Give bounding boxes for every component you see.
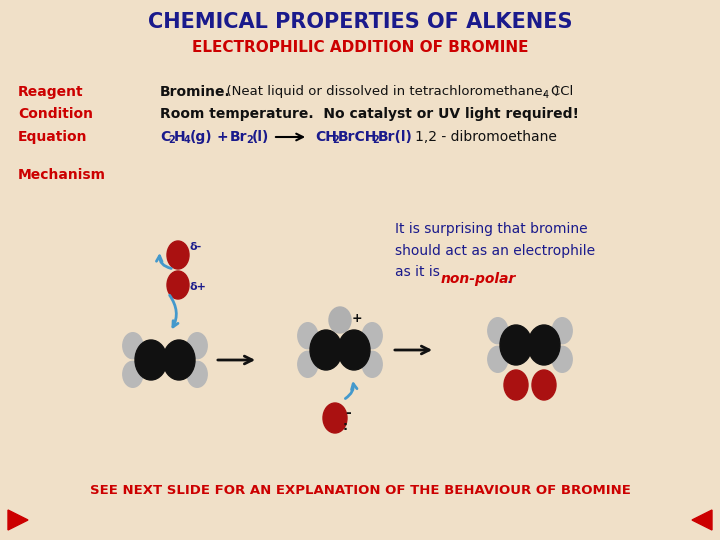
Ellipse shape <box>500 325 532 365</box>
Ellipse shape <box>329 307 351 333</box>
Text: Mechanism: Mechanism <box>18 168 106 182</box>
Text: :: : <box>343 420 348 433</box>
Ellipse shape <box>552 318 572 343</box>
Text: 2: 2 <box>332 135 338 145</box>
Polygon shape <box>8 510 28 530</box>
Ellipse shape <box>338 330 370 370</box>
Ellipse shape <box>167 271 189 299</box>
Ellipse shape <box>488 318 508 343</box>
Ellipse shape <box>310 330 342 370</box>
Ellipse shape <box>298 352 318 377</box>
Ellipse shape <box>135 340 167 380</box>
Ellipse shape <box>552 346 572 372</box>
Ellipse shape <box>528 325 560 365</box>
Text: C: C <box>160 130 170 144</box>
Text: 2: 2 <box>246 135 253 145</box>
Text: -: - <box>345 406 351 420</box>
Text: Condition: Condition <box>18 107 93 121</box>
Text: (Neat liquid or dissolved in tetrachloromethane, CCl: (Neat liquid or dissolved in tetrachloro… <box>218 85 573 98</box>
Text: 4: 4 <box>184 135 191 145</box>
Text: (l): (l) <box>252 130 269 144</box>
Text: CHEMICAL PROPERTIES OF ALKENES: CHEMICAL PROPERTIES OF ALKENES <box>148 12 572 32</box>
Text: Br: Br <box>230 130 248 144</box>
Ellipse shape <box>504 370 528 400</box>
Text: non-polar: non-polar <box>441 272 516 286</box>
Text: It is surprising that bromine
should act as an electrophile
as it is: It is surprising that bromine should act… <box>395 222 595 279</box>
Text: 4: 4 <box>543 90 549 100</box>
Text: 2: 2 <box>168 135 175 145</box>
Text: ELECTROPHILIC ADDITION OF BROMINE: ELECTROPHILIC ADDITION OF BROMINE <box>192 40 528 56</box>
Ellipse shape <box>488 346 508 372</box>
Text: +: + <box>352 312 363 325</box>
Text: H: H <box>174 130 186 144</box>
Text: δ+: δ+ <box>190 282 207 292</box>
Text: ): ) <box>550 85 559 98</box>
Ellipse shape <box>362 323 382 349</box>
Text: Bromine.: Bromine. <box>160 85 230 99</box>
Text: SEE NEXT SLIDE FOR AN EXPLANATION OF THE BEHAVIOUR OF BROMINE: SEE NEXT SLIDE FOR AN EXPLANATION OF THE… <box>89 483 631 496</box>
Text: (g): (g) <box>190 130 212 144</box>
Text: Reagent: Reagent <box>18 85 84 99</box>
Text: Room temperature.  No catalyst or UV light required!: Room temperature. No catalyst or UV ligh… <box>160 107 579 121</box>
Ellipse shape <box>323 403 347 433</box>
Text: BrCH: BrCH <box>338 130 377 144</box>
Ellipse shape <box>362 352 382 377</box>
Text: 2: 2 <box>372 135 379 145</box>
Ellipse shape <box>123 361 143 387</box>
Polygon shape <box>692 510 712 530</box>
Ellipse shape <box>123 333 143 359</box>
Ellipse shape <box>187 333 207 359</box>
Text: .: . <box>507 272 511 286</box>
Text: +: + <box>216 130 228 144</box>
Text: 1,2 - dibromoethane: 1,2 - dibromoethane <box>415 130 557 144</box>
Ellipse shape <box>187 361 207 387</box>
Text: Br(l): Br(l) <box>378 130 413 144</box>
Ellipse shape <box>167 241 189 269</box>
Text: Equation: Equation <box>18 130 88 144</box>
Ellipse shape <box>163 340 195 380</box>
Text: δ-: δ- <box>190 242 202 252</box>
Text: CH: CH <box>315 130 337 144</box>
Ellipse shape <box>532 370 556 400</box>
Ellipse shape <box>298 323 318 349</box>
